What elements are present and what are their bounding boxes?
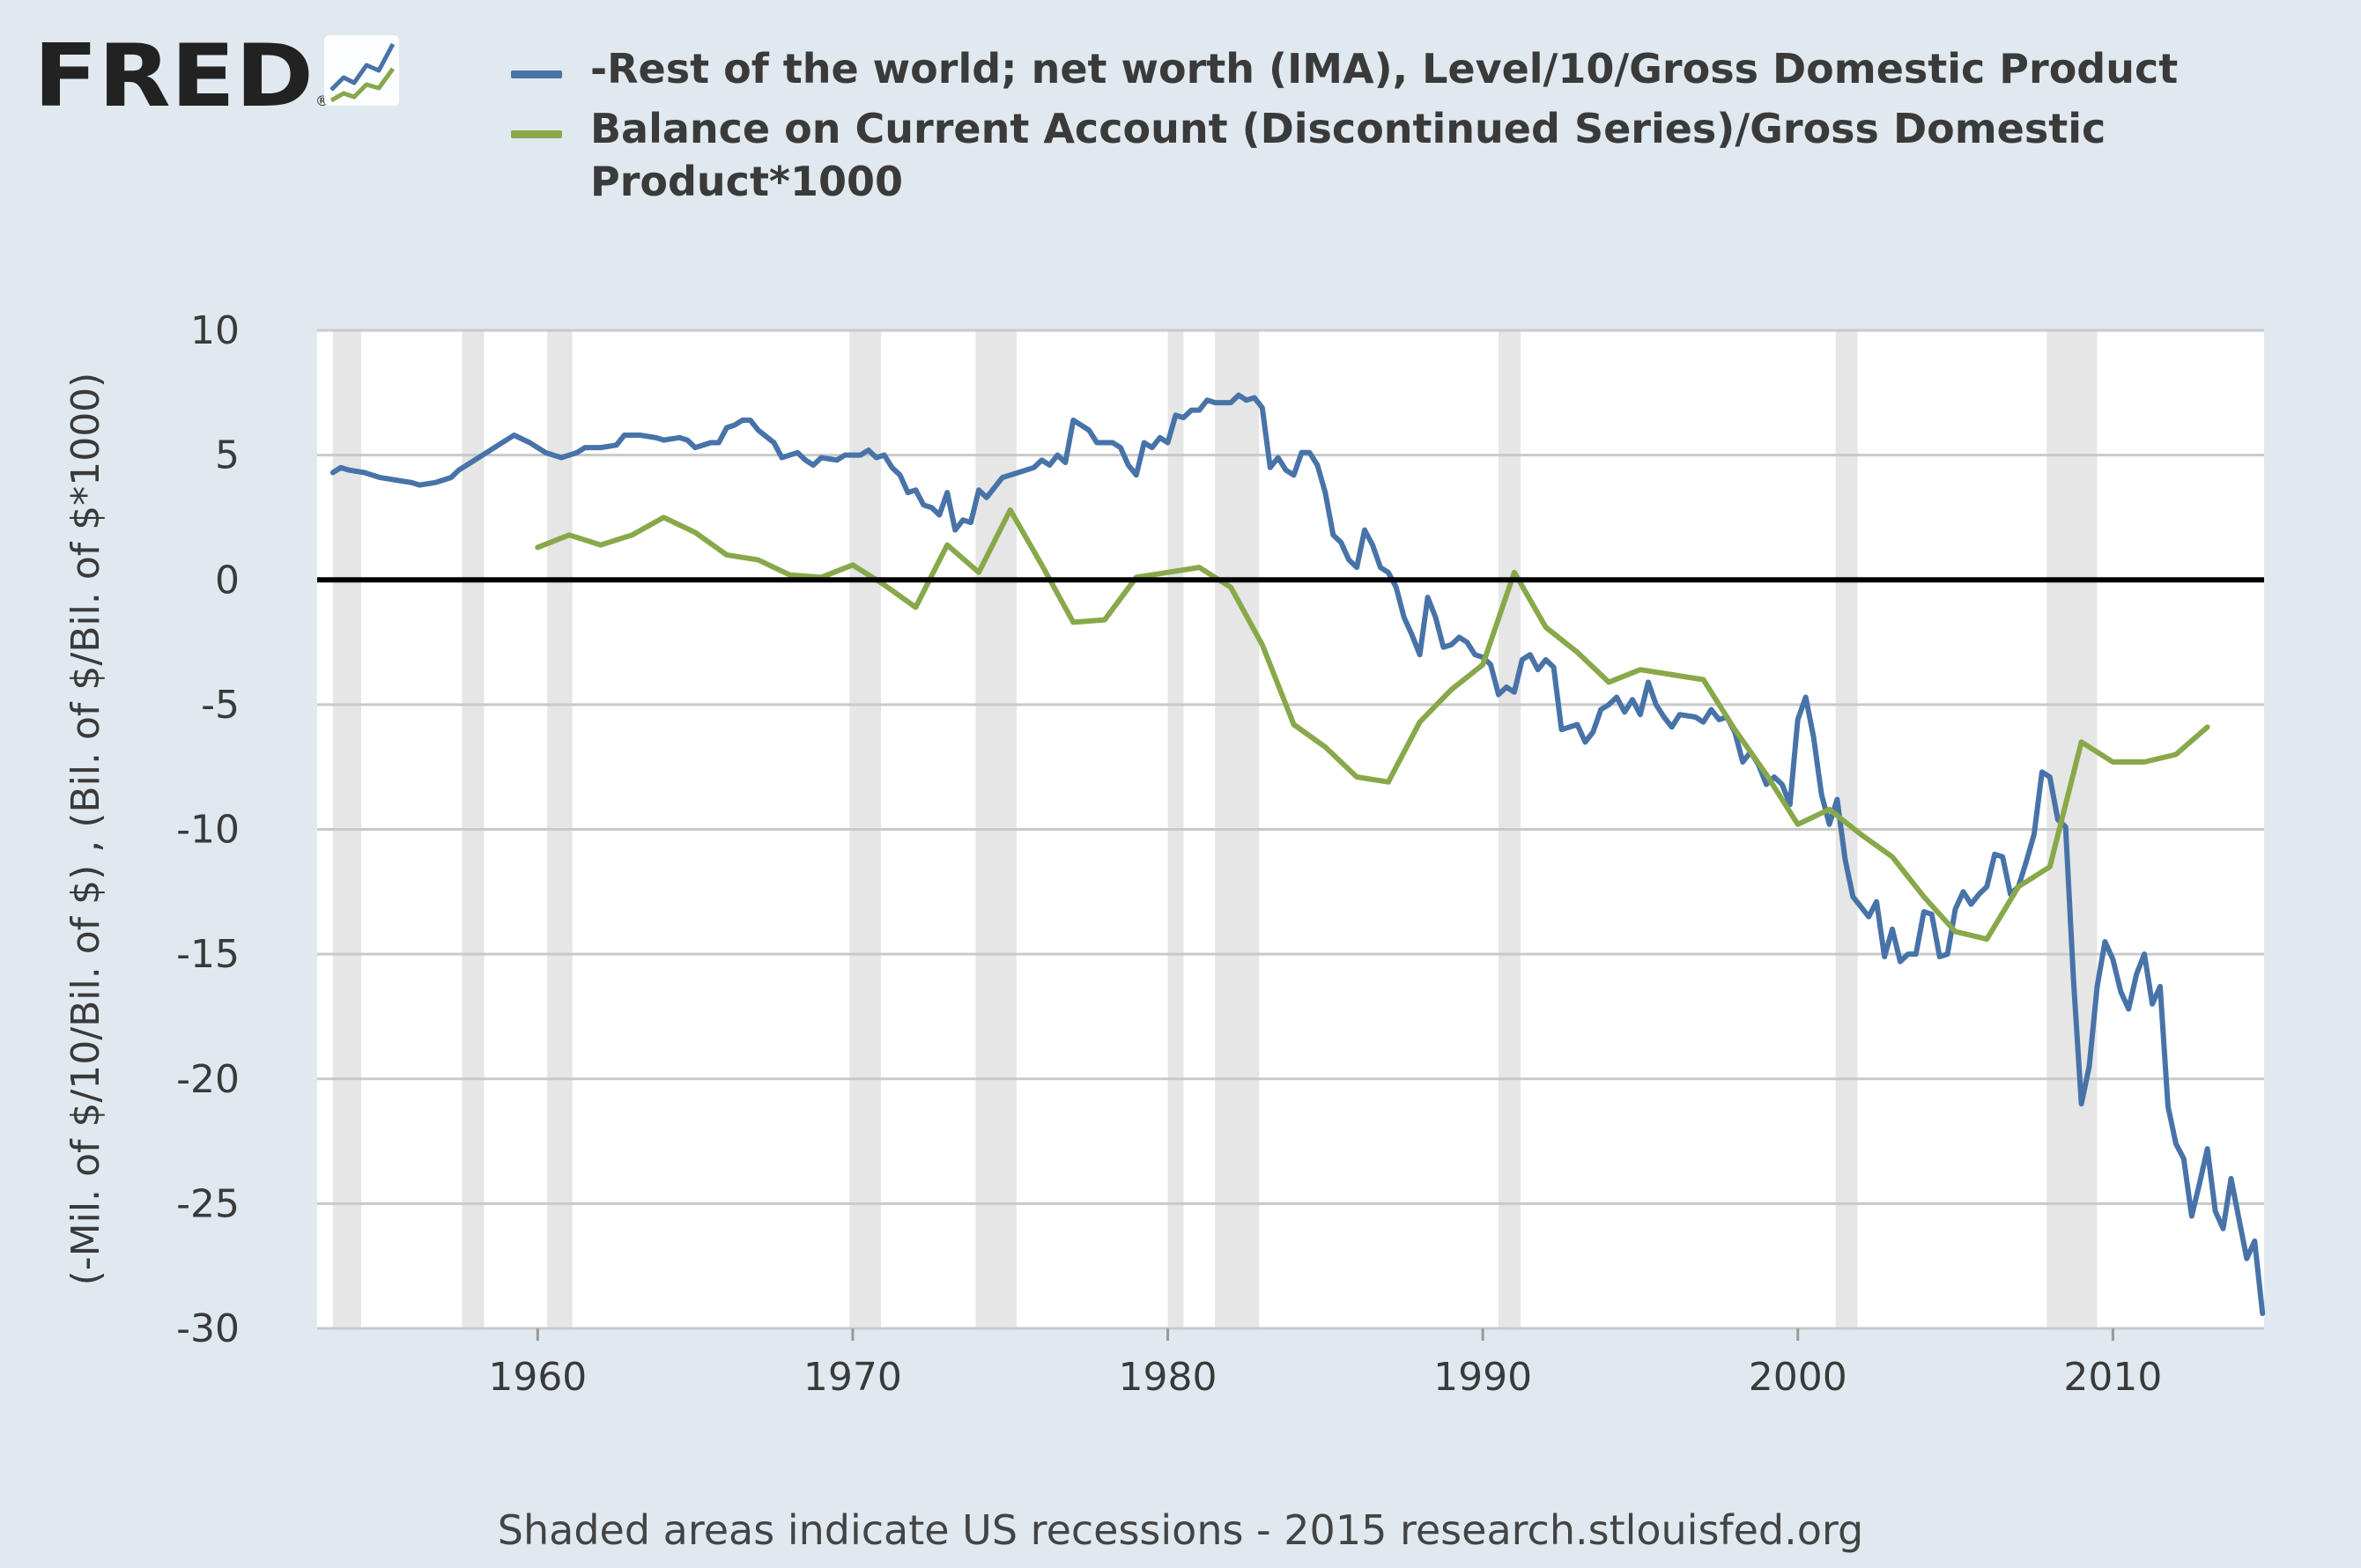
legend-label-rest-of-world: -Rest of the world; net worth (IMA), Lev…: [590, 45, 2179, 92]
x-tick-label: 1990: [1433, 1355, 1532, 1400]
y-tick-label: 5: [215, 433, 240, 478]
y-tick-label: -25: [176, 1181, 240, 1226]
series-line-rest-of-world-net-worth: [329, 392, 2266, 1316]
y-tick-label: -10: [176, 808, 240, 853]
fred-logo: FRED ®: [33, 26, 421, 127]
axes: 10 5 0 -5 -10 -15 -20 -25 -30 1960 1970 1980 1990 200…: [176, 308, 2264, 1400]
legend: -Rest of the world; net worth (IMA), Lev…: [511, 42, 2273, 215]
x-tick-label: 1970: [803, 1355, 902, 1400]
series-lines: [329, 392, 2266, 1316]
legend-swatch-blue: [511, 70, 562, 78]
legend-swatch-green: [511, 130, 562, 138]
y-tick-label: -15: [176, 932, 240, 977]
y-tick-label: -5: [201, 683, 240, 728]
y-tick-label: -30: [176, 1306, 240, 1351]
legend-label-current-account: Balance on Current Account (Discontinued…: [590, 105, 2106, 205]
x-tick-label: 1960: [488, 1355, 587, 1400]
x-tick-label: 2000: [1749, 1355, 1847, 1400]
fred-logo-wordmark: FRED: [33, 26, 314, 123]
y-tick-label: 0: [215, 558, 240, 603]
legend-item-rest-of-world[interactable]: -Rest of the world; net worth (IMA), Lev…: [511, 42, 2273, 95]
x-tick-label: 2010: [2063, 1355, 2162, 1400]
series-line-current-account-balance: [535, 507, 2210, 943]
y-tick-label: 10: [190, 308, 240, 353]
line-chart: 10 5 0 -5 -10 -15 -20 -25 -30 1960 1970 1980 1990 200…: [63, 308, 2266, 1400]
x-tick-label: 1980: [1119, 1355, 1218, 1400]
mini-chart-icon: [324, 35, 399, 106]
footer-note: Shaded areas indicate US recessions - 20…: [497, 1506, 1864, 1554]
y-tick-label: -20: [176, 1057, 240, 1102]
legend-item-current-account[interactable]: Balance on Current Account (Discontinued…: [511, 102, 2273, 208]
y-axis-label: (-Mil. of $/10/Bil. of $) , (Bil. of $/B…: [63, 373, 108, 1286]
